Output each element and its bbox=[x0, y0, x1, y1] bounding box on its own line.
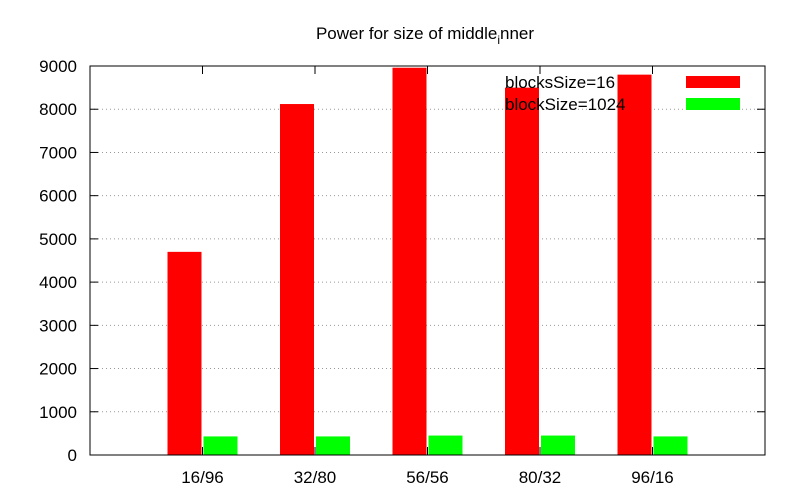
x-tick-label: 56/56 bbox=[406, 468, 449, 487]
y-tick-label: 6000 bbox=[39, 187, 77, 206]
chart-title: Power for size of middleinner bbox=[316, 24, 534, 47]
chart-title-suffix: nner bbox=[500, 24, 534, 43]
x-tick-label: 16/96 bbox=[181, 468, 224, 487]
chart-title-main: Power for size of middle bbox=[316, 24, 497, 43]
chart-title-subscript: i bbox=[497, 33, 500, 47]
bar bbox=[617, 74, 652, 456]
x-tick-label: 80/32 bbox=[519, 468, 562, 487]
y-tick-label: 5000 bbox=[39, 230, 77, 249]
bar bbox=[541, 435, 575, 455]
legend-swatch bbox=[686, 76, 740, 88]
x-tick-label: 96/16 bbox=[631, 468, 674, 487]
y-tick-label: 3000 bbox=[39, 316, 77, 335]
y-tick-label: 7000 bbox=[39, 143, 77, 162]
bar bbox=[428, 435, 463, 455]
bar bbox=[203, 436, 238, 455]
legend: blocksSize=16 blockSize=1024 bbox=[505, 73, 740, 114]
legend-label: blocksSize=16 bbox=[505, 73, 615, 92]
bar bbox=[316, 436, 350, 455]
bars bbox=[167, 67, 688, 456]
y-tick-label: 9000 bbox=[39, 57, 77, 76]
grid-lines bbox=[90, 108, 765, 413]
y-tick-label: 8000 bbox=[39, 100, 77, 119]
y-tick-label: 0 bbox=[68, 446, 77, 465]
bar bbox=[280, 104, 314, 455]
bar bbox=[505, 87, 539, 455]
axes: 0 1000 2000 3000 4000 5000 6000 7000 8000 9000 16/… bbox=[39, 57, 766, 487]
bar bbox=[167, 251, 202, 455]
y-tick-label: 2000 bbox=[39, 360, 77, 379]
bar bbox=[392, 67, 427, 456]
legend-label: blockSize=1024 bbox=[505, 95, 626, 114]
x-tick-label: 32/80 bbox=[294, 468, 337, 487]
y-tick-label: 1000 bbox=[39, 403, 77, 422]
bar bbox=[653, 436, 688, 455]
legend-swatch bbox=[686, 98, 740, 110]
y-tick-label: 4000 bbox=[39, 273, 77, 292]
